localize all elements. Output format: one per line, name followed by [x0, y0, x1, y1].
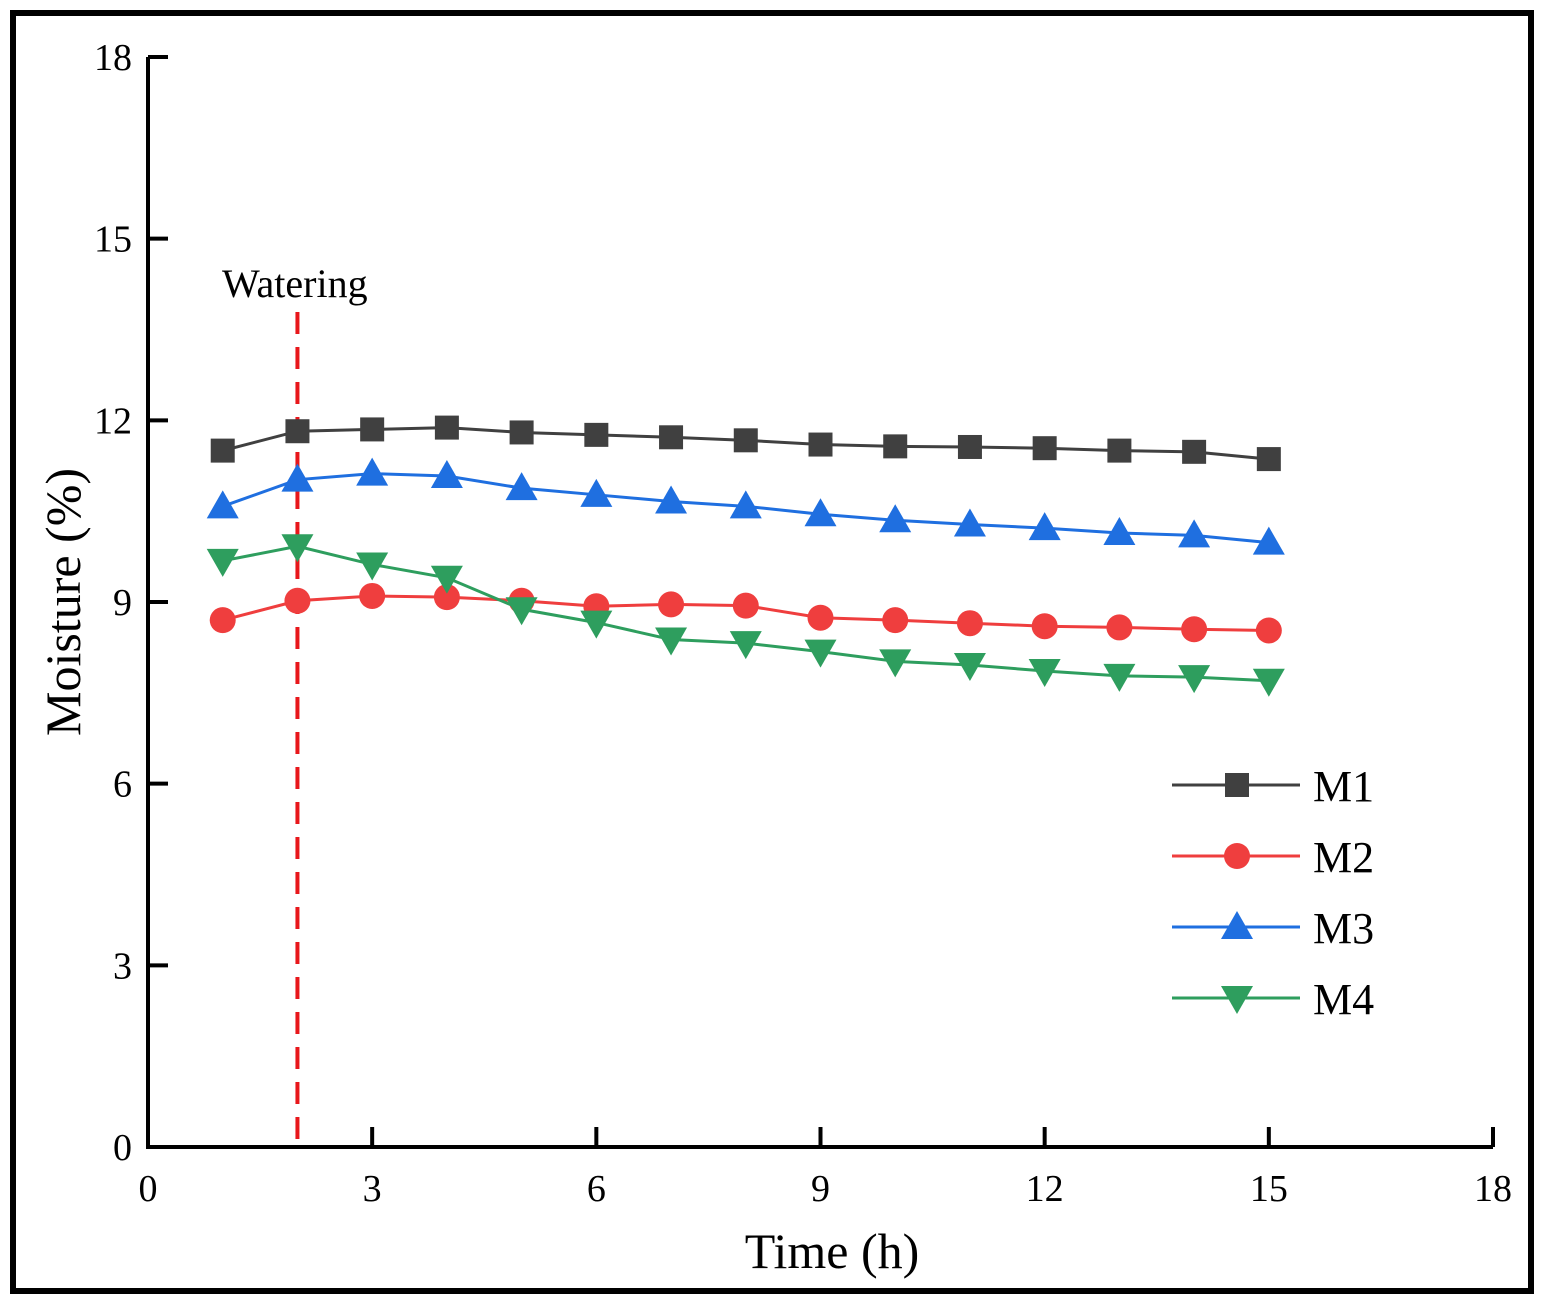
data-point-m3 [1178, 519, 1211, 548]
data-point-m1 [1182, 439, 1207, 464]
data-point-m1 [808, 432, 833, 457]
data-point-m2 [732, 592, 759, 619]
data-point-m4 [729, 631, 762, 660]
data-point-m2 [433, 584, 460, 611]
data-point-m2 [1106, 614, 1133, 641]
data-point-m4 [1252, 668, 1285, 697]
legend-label: M3 [1313, 904, 1374, 953]
data-point-m4 [580, 610, 613, 639]
data-point-m2 [209, 607, 236, 634]
legend-item-m1: M1 [1172, 762, 1374, 811]
y-tick-label: 0 [113, 1127, 132, 1169]
data-point-m1 [1107, 438, 1132, 463]
data-point-m3 [430, 460, 463, 489]
data-point-m2 [1181, 616, 1208, 643]
data-point-m3 [1028, 512, 1061, 541]
legend-label: M4 [1313, 975, 1374, 1024]
data-point-m1 [584, 422, 609, 447]
data-point-m4 [1178, 665, 1211, 694]
x-tick-label: 9 [811, 1168, 830, 1210]
data-point-m3 [804, 498, 837, 527]
data-point-m3 [580, 478, 613, 507]
x-tick-label: 12 [1026, 1168, 1064, 1210]
data-point-m1 [210, 438, 235, 463]
data-point-m1 [659, 425, 684, 450]
data-point-m4 [804, 639, 837, 668]
series-m3 [206, 457, 1285, 555]
data-point-m4 [1103, 663, 1136, 692]
data-point-m4 [655, 627, 688, 656]
data-point-m2 [1031, 613, 1058, 640]
data-point-m3 [953, 508, 986, 537]
data-point-m1 [509, 420, 534, 445]
data-point-m2 [1255, 617, 1282, 644]
x-axis-title: Time (h) [745, 1223, 920, 1279]
data-point-m3 [505, 472, 538, 501]
data-point-m2 [807, 604, 834, 631]
data-point-m3 [1252, 526, 1285, 555]
data-point-m3 [281, 463, 314, 492]
series-m4 [206, 534, 1285, 697]
legend-label: M1 [1313, 762, 1374, 811]
data-point-m2 [359, 582, 386, 609]
data-point-m2 [956, 610, 983, 637]
y-tick-label: 12 [94, 400, 132, 442]
data-point-m4 [356, 552, 389, 581]
watering-annotation-label: Watering [222, 261, 368, 306]
data-point-m4 [879, 649, 912, 678]
data-point-m1 [434, 415, 459, 440]
data-point-m3 [729, 490, 762, 519]
data-point-m3 [879, 504, 912, 533]
data-point-m4 [1028, 659, 1061, 688]
x-tick-label: 3 [363, 1168, 382, 1210]
data-point-m1 [883, 434, 908, 459]
legend-marker [1225, 773, 1249, 797]
x-tick-label: 18 [1474, 1168, 1512, 1210]
legend-label: M2 [1313, 833, 1374, 882]
x-tick-label: 0 [139, 1168, 158, 1210]
data-point-m2 [284, 587, 311, 614]
legend-item-m3: M3 [1172, 904, 1374, 953]
data-point-m4 [953, 652, 986, 681]
y-axis-title: Moisture (%) [35, 468, 91, 736]
y-tick-label: 15 [94, 219, 132, 261]
legend-marker [1221, 911, 1253, 939]
series-m1 [210, 415, 1281, 472]
legend-item-m2: M2 [1172, 833, 1374, 882]
data-point-m3 [655, 485, 688, 514]
x-tick-label: 15 [1250, 1168, 1288, 1210]
data-point-m3 [1103, 516, 1136, 545]
data-point-m1 [957, 434, 982, 459]
data-point-m4 [430, 565, 463, 594]
data-point-m2 [882, 607, 909, 634]
data-point-m4 [281, 534, 314, 563]
legend-marker [1224, 843, 1250, 869]
data-point-m1 [285, 419, 310, 444]
data-point-m1 [733, 428, 758, 453]
y-tick-label: 6 [113, 764, 132, 806]
data-point-m1 [1032, 436, 1057, 461]
legend-item-m4: M4 [1172, 975, 1374, 1024]
y-tick-label: 9 [113, 582, 132, 624]
y-tick-label: 3 [113, 945, 132, 987]
y-tick-label: 18 [94, 37, 132, 79]
data-point-m3 [206, 490, 239, 519]
data-point-m1 [360, 417, 385, 442]
data-point-m2 [658, 591, 685, 618]
x-tick-label: 6 [587, 1168, 606, 1210]
legend-marker [1221, 986, 1253, 1014]
data-point-m3 [356, 457, 389, 486]
outer-frame [10, 10, 1534, 1294]
data-point-m4 [206, 548, 239, 577]
data-point-m4 [505, 597, 538, 626]
data-point-m1 [1256, 447, 1281, 472]
series-m2 [209, 582, 1282, 644]
